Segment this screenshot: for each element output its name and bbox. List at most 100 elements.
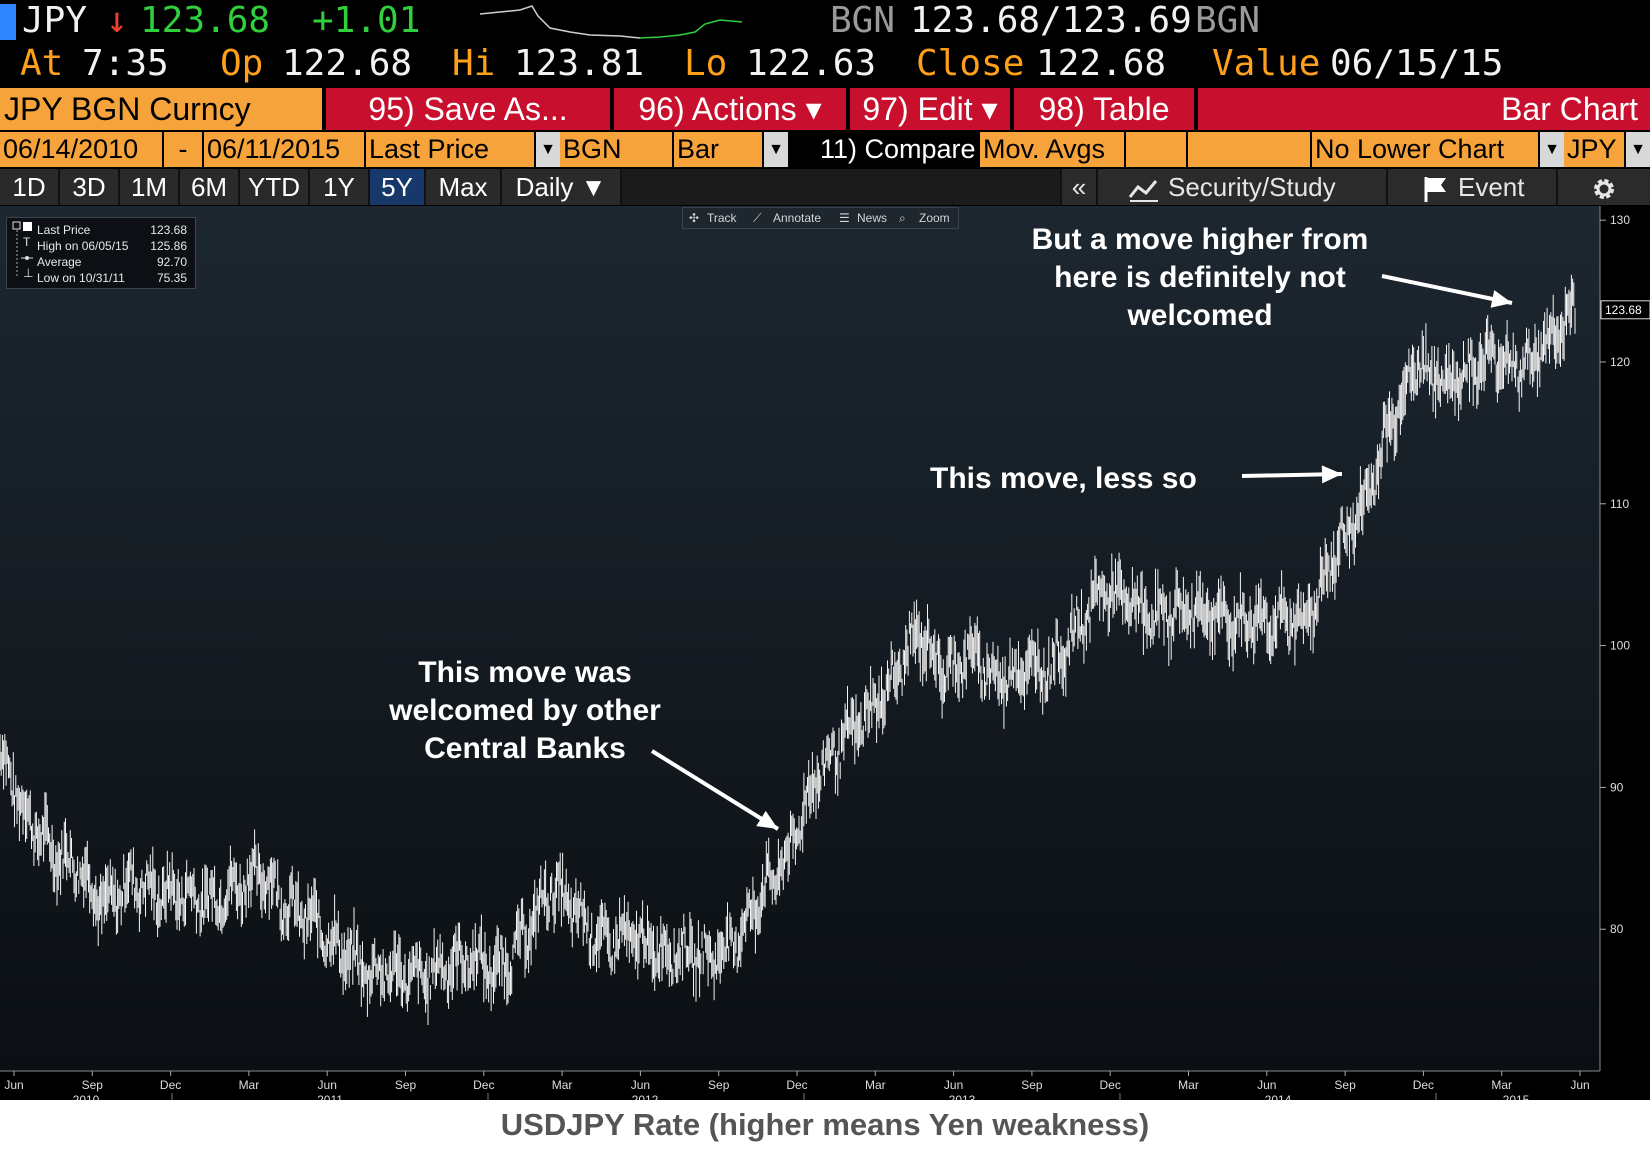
style-dropdown-icon[interactable]: ▼ (764, 132, 788, 167)
annotate-button[interactable]: Annotate (773, 211, 822, 225)
currency-field[interactable]: JPY (1564, 132, 1624, 167)
year-label: 2015 (1503, 1093, 1530, 1100)
track-button[interactable]: Track (707, 211, 737, 225)
start-date-field[interactable]: 06/14/2010 (0, 132, 162, 167)
news-button[interactable]: News (857, 211, 888, 225)
mov-avgs-button[interactable]: Mov. Avgs (980, 132, 1124, 167)
chart-type-title: Bar Chart (1198, 88, 1650, 130)
security-study-label: Security/Study (1168, 172, 1336, 202)
range-tab[interactable]: 3D (60, 169, 120, 205)
legend-value: 75.35 (156, 271, 187, 285)
x-tick-label: Mar (1491, 1078, 1512, 1092)
annotation-line: Central Banks (424, 732, 626, 765)
x-tick-label: Mar (1178, 1078, 1199, 1092)
source-field[interactable]: BGN (560, 132, 672, 167)
ohlc-line: At 7:35 Op 122.68 Hi 123.81 Lo 122.63 Cl… (0, 43, 1650, 85)
last-price-tag-label: 123.68 (1605, 303, 1642, 317)
year-label: 2012 (632, 1093, 659, 1100)
open-value: 122.68 (282, 43, 413, 84)
x-tick-label: Jun (1570, 1078, 1589, 1092)
gear-icon[interactable] (1556, 169, 1650, 205)
end-date-field[interactable]: 06/11/2015 (204, 132, 364, 167)
x-tick-label: Sep (708, 1078, 730, 1092)
lower-chart-dropdown-icon[interactable]: ▼ (1540, 132, 1564, 167)
y-tick-label: 130 (1610, 213, 1630, 227)
currency-dropdown-icon[interactable]: ▼ (1626, 132, 1650, 167)
x-tick-label: Jun (944, 1078, 963, 1092)
security-field[interactable]: JPY BGN Curncy (0, 88, 322, 130)
range-tab[interactable]: 6M (180, 169, 240, 205)
quote-line: JPY ↓ 123.68 +1.01 BGN 123.68/123.69 BGN (0, 0, 1650, 42)
annotation-central-banks: This move was welcomed by other Central … (350, 654, 700, 768)
chart-area[interactable]: 80 90 100 110 120 130 123.68 Jun Sep Dec Mar Jun Se… (0, 206, 1650, 1107)
frequency-select[interactable]: Daily ▼ (502, 169, 622, 205)
date-separator: - (164, 132, 202, 167)
table-button[interactable]: 98) Table (1014, 88, 1194, 130)
range-tab[interactable]: Max (426, 169, 502, 205)
chart-legend[interactable]: T ⊥ Last Price 123.68 High on 06/05/15 1… (6, 217, 196, 289)
x-tick-label: Sep (1021, 1078, 1043, 1092)
y-tick-label: 110 (1610, 497, 1629, 511)
low-label: Lo (684, 43, 728, 84)
annotation-arrows (650, 274, 1513, 831)
event-label: Event (1458, 172, 1525, 202)
x-tick-label: Mar (239, 1078, 260, 1092)
sparkline-today (639, 19, 743, 39)
x-tick-label: Sep (1334, 1078, 1356, 1092)
at-label: At (20, 43, 64, 84)
terminal-window: JPY ↓ 123.68 +1.01 BGN 123.68/123.69 BGN… (0, 0, 1650, 1107)
annotation-line: This move was (418, 656, 632, 689)
chart-tools: ✣ Track ⟋ Annotate ☰ News ⌕ Zoom (682, 207, 959, 229)
price-chart[interactable]: 80 90 100 110 120 130 123.68 Jun Sep Dec Mar Jun Se… (0, 206, 1650, 1107)
range-tab[interactable]: 1M (120, 169, 180, 205)
security-study-button[interactable]: Security/Study (1096, 169, 1386, 205)
range-tab[interactable]: 1D (0, 169, 60, 205)
study-chart-icon (1128, 180, 1158, 203)
last-price: 123.68 (140, 0, 271, 41)
sparkline-prior (480, 5, 641, 39)
low-value: 122.63 (746, 43, 877, 84)
range-tab[interactable]: YTD (240, 169, 310, 205)
x-tick-label: Dec (473, 1078, 494, 1092)
selection-marker (0, 4, 16, 40)
legend-label: Average (37, 255, 82, 269)
range-tab-active[interactable]: 5Y (370, 169, 426, 205)
flag-icon (1424, 177, 1446, 203)
close-label: Close (916, 43, 1025, 84)
y-tick-label: 120 (1610, 355, 1630, 369)
x-tick-label: Dec (160, 1078, 181, 1092)
y-tick-label: 90 (1610, 780, 1624, 794)
gear-glyph (1594, 179, 1614, 200)
zoom-button[interactable]: Zoom (919, 211, 950, 225)
lower-chart-select[interactable]: No Lower Chart (1312, 132, 1538, 167)
compare-button[interactable]: 11) Compare (820, 134, 976, 164)
collapse-icon[interactable]: « (1060, 169, 1096, 205)
event-button[interactable]: Event (1386, 169, 1556, 205)
range-bar: 1D 3D 1M 6M YTD 1Y 5Y Max Daily ▼ « Secu… (0, 169, 1650, 205)
function-toolbar: JPY BGN Curncy 95) Save As... 96) Action… (0, 88, 1650, 130)
plot-background (0, 206, 1600, 1071)
down-arrow-icon: ↓ (106, 0, 128, 41)
legend-value: 123.68 (150, 223, 187, 237)
svg-text:T: T (23, 235, 31, 249)
x-axis: Jun Sep Dec Mar Jun Sep Dec Mar Jun Sep Dec Mar Jun S… (0, 1070, 1600, 1107)
save-as-button[interactable]: 95) Save As... (326, 88, 610, 130)
blank-field-1 (1126, 132, 1186, 167)
actions-button[interactable]: 96) Actions ▾ (614, 88, 846, 130)
last-price-marker (23, 222, 32, 231)
x-tick-label: Jun (318, 1078, 337, 1092)
ticker[interactable]: JPY (22, 0, 88, 41)
field-dropdown-icon[interactable]: ▼ (536, 132, 560, 167)
year-label: 2011 (317, 1093, 343, 1100)
edit-button[interactable]: 97) Edit ▾ (850, 88, 1010, 130)
x-tick-label: Dec (1413, 1078, 1434, 1092)
net-change: +1.01 (312, 0, 421, 41)
x-tick-label: Jun (4, 1078, 23, 1092)
range-tab[interactable]: 1Y (310, 169, 370, 205)
style-select[interactable]: Bar (674, 132, 762, 167)
field-select[interactable]: Last Price (366, 132, 534, 167)
annotation-arrowhead (1321, 465, 1342, 484)
y-tick-label: 80 (1610, 922, 1624, 936)
legend-value: 125.86 (150, 239, 187, 253)
annotation-line: welcomed (1127, 299, 1273, 332)
